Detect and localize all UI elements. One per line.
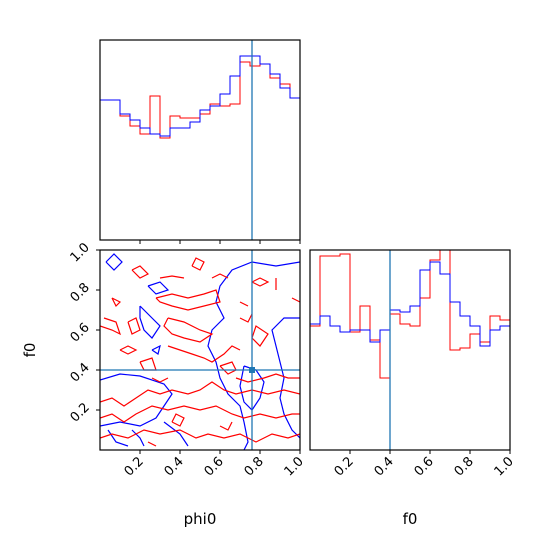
contour-line-red (131, 265, 150, 279)
f0-hist-blue-series (309, 261, 511, 450)
contour-line-red (291, 297, 300, 303)
contour-line-red (127, 317, 141, 335)
phi0-x-tick-label: 0.6 (202, 454, 227, 479)
contour-line-red (155, 289, 221, 311)
f0-x-tick-label: 0.2 (332, 454, 357, 479)
f0-x-tick-label: 0.8 (452, 454, 477, 479)
contour-line-red (191, 257, 205, 271)
contour-line-red (235, 373, 300, 383)
contour-line-blue (105, 253, 123, 271)
contour-frame (99, 249, 301, 451)
contour-line-red (151, 377, 169, 383)
contour-line-red (119, 345, 138, 355)
contour-line-red (251, 325, 269, 347)
phi0-hist-blue-series (99, 55, 301, 240)
phi0-x-tick-label: 0.4 (162, 454, 187, 479)
f0-histogram-panel: 0.2 0.4 0.6 0.8 1.0 (309, 249, 517, 479)
contour-line-red (100, 381, 300, 407)
contour-line-red (163, 317, 214, 343)
contour-line-red (211, 273, 229, 279)
contour-line-blue (100, 373, 173, 427)
contour-line-blue (239, 365, 265, 411)
x-axis-label-f0: f0 (403, 510, 418, 528)
contour-line-red (219, 361, 237, 375)
contour-line-blue (131, 429, 145, 447)
phi0-hist-frame (99, 39, 301, 241)
contour-line-red (100, 429, 300, 443)
contour-group (100, 253, 300, 450)
contour-line-red (100, 405, 300, 423)
f0-y-tick-label: 0.6 (68, 320, 93, 345)
f0-y-tick-label: 0.2 (68, 400, 93, 425)
f0-y-tick-label: 0.4 (68, 360, 93, 385)
phi0-f0-contour-panel: 0.2 0.4 0.6 0.8 1.0 0.2 0.4 0.6 0.8 1.0 (68, 240, 307, 479)
contour-line-red (147, 441, 157, 447)
f0-x-tick-label: 0.6 (412, 454, 437, 479)
contour-line-red (219, 421, 233, 431)
f0-y-tick-label: 1.0 (68, 240, 93, 265)
contour-line-red (139, 357, 157, 371)
truth-marker (249, 367, 255, 373)
f0-hist-frame (309, 249, 511, 451)
contour-line-blue (151, 344, 161, 355)
phi0-x-tick-label: 1.0 (282, 454, 307, 479)
contour-line-blue (107, 429, 129, 447)
phi0-x-tick-label: 0.8 (242, 454, 267, 479)
contour-line-blue (147, 281, 170, 295)
contour-line-red (239, 301, 249, 307)
f0-y-tick-label: 0.8 (68, 280, 93, 305)
f0-hist-red-series (309, 249, 511, 450)
contour-line-red (251, 277, 270, 287)
contour-line-blue (139, 305, 161, 339)
phi0-hist-red-series (99, 61, 301, 240)
contour-line-blue (163, 421, 189, 447)
contour-line-red (239, 313, 253, 323)
contour-line-red (167, 345, 241, 363)
x-axis-label-phi0: phi0 (184, 510, 217, 528)
contour-line-red (100, 317, 122, 336)
f0-x-tick-label: 1.0 (492, 454, 517, 479)
y-axis-label-f0: f0 (21, 343, 39, 358)
contour-line-red (159, 275, 185, 279)
phi0-x-tick-label: 0.2 (122, 454, 147, 479)
f0-x-tick-label: 0.4 (372, 454, 397, 479)
contour-line-blue (207, 261, 300, 450)
contour-line-red (171, 413, 185, 427)
contour-line-red (111, 297, 122, 308)
phi0-histogram-panel (99, 39, 301, 244)
